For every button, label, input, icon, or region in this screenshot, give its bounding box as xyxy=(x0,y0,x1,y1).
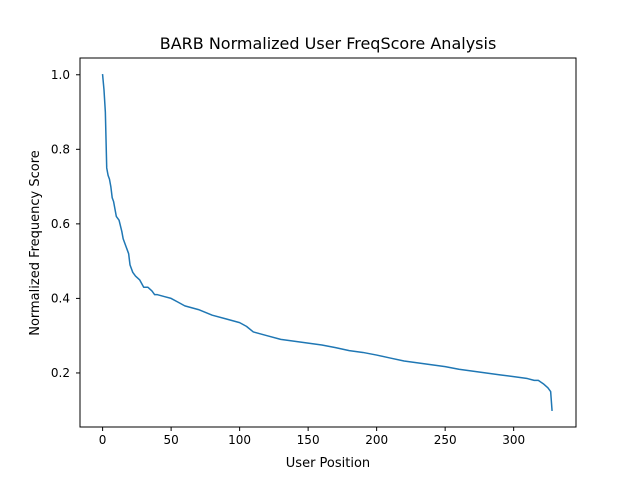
y-tick-label: 0.8 xyxy=(51,142,70,156)
y-tick-label: 1.0 xyxy=(51,68,70,82)
plot-area xyxy=(79,57,577,428)
x-tick-label: 100 xyxy=(228,433,251,447)
x-tick-label: 300 xyxy=(502,433,525,447)
chart-title: BARB Normalized User FreqScore Analysis xyxy=(160,34,497,53)
x-tick-label: 0 xyxy=(99,433,107,447)
x-tick-label: 250 xyxy=(434,433,457,447)
y-axis-ticks: 0.2 0.4 0.6 0.8 1.0 xyxy=(51,68,80,380)
y-axis-label: Normalized Frequency Score xyxy=(28,150,43,336)
series-line-1 xyxy=(101,73,553,412)
x-tick-label: 50 xyxy=(163,433,178,447)
x-axis-label: User Position xyxy=(286,456,370,471)
y-tick-label: 0.4 xyxy=(51,291,70,305)
x-tick-label: 200 xyxy=(365,433,388,447)
x-axis-ticks: 0 50 100 150 200 250 300 xyxy=(99,427,525,447)
series-layer xyxy=(101,73,553,412)
y-tick-label: 0.6 xyxy=(51,217,70,231)
plot-frame xyxy=(79,57,577,428)
x-tick-label: 150 xyxy=(297,433,320,447)
y-tick-label: 0.2 xyxy=(51,366,70,380)
